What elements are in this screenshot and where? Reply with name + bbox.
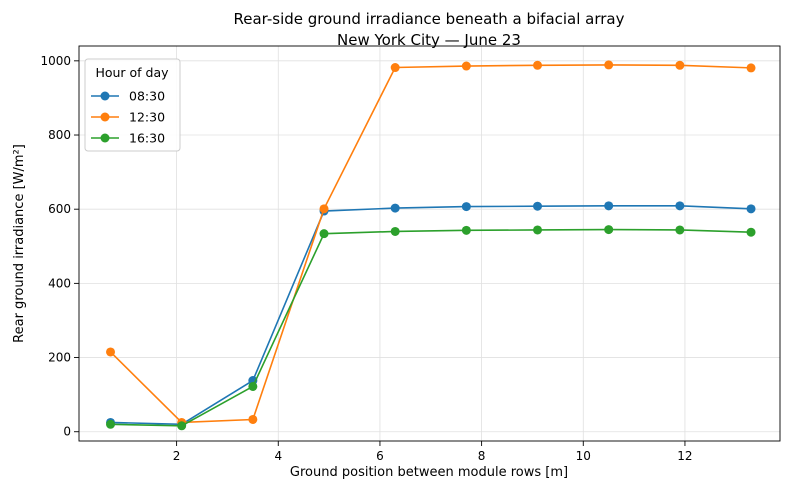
data-point (390, 226, 400, 236)
data-point (390, 63, 400, 73)
y-tick-label: 800 (48, 128, 71, 142)
legend-label: 08:30 (129, 89, 165, 104)
x-tick-label: 4 (274, 449, 282, 463)
legend-entry: 08:30 (91, 89, 165, 104)
grid (79, 46, 780, 441)
data-point (533, 201, 543, 211)
legend-marker (100, 91, 110, 101)
data-point (248, 414, 258, 424)
y-tick-label: 1000 (40, 54, 71, 68)
legend-label: 12:30 (129, 110, 165, 125)
data-point (248, 381, 258, 391)
series-layer (106, 60, 756, 431)
series-1630 (106, 225, 756, 431)
y-tick-label: 0 (63, 425, 71, 439)
y-tick-label: 400 (48, 276, 71, 290)
data-point (675, 60, 685, 70)
data-point (390, 203, 400, 213)
chart-subtitle: New York City — June 23 (337, 31, 521, 49)
y-tick-label: 200 (48, 351, 71, 365)
legend-label: 16:30 (129, 131, 165, 146)
ticks: 2 4 6 8 10 12 0 200 400 600 800 1000 (40, 54, 692, 463)
data-point (461, 202, 471, 212)
y-axis-label: Rear ground irradiance [W/m²] (12, 144, 27, 343)
data-point (604, 201, 614, 211)
legend-title: Hour of day (95, 65, 169, 80)
chart-title: Rear-side ground irradiance beneath a bi… (233, 10, 624, 28)
x-tick-label: 6 (376, 449, 384, 463)
plot-frame (78, 45, 781, 442)
data-point (319, 229, 329, 239)
series-line (110, 205, 752, 426)
data-point (604, 225, 614, 235)
series-line (110, 228, 752, 427)
x-tick-label: 8 (478, 449, 486, 463)
x-tick-label: 2 (173, 449, 181, 463)
data-point (461, 61, 471, 71)
data-point (746, 227, 756, 237)
data-point (177, 421, 187, 431)
legend: Hour of day 08:30 12:30 16:30 (84, 58, 181, 152)
data-point (604, 60, 614, 70)
x-tick-label: 12 (677, 449, 692, 463)
data-point (533, 60, 543, 70)
data-point (106, 347, 116, 357)
x-tick-label: 10 (576, 449, 591, 463)
y-tick-label: 600 (48, 202, 71, 216)
legend-entries: 08:30 12:30 16:30 (91, 89, 165, 146)
x-axis-label: Ground position between module rows [m] (290, 465, 568, 480)
series-1230 (106, 60, 756, 427)
legend-marker (100, 133, 110, 143)
legend-box (84, 58, 181, 152)
data-point (319, 204, 329, 214)
legend-entry: 12:30 (91, 110, 165, 125)
data-point (746, 204, 756, 214)
data-point (675, 225, 685, 235)
data-point (533, 225, 543, 235)
data-point (106, 419, 116, 429)
data-point (461, 225, 471, 235)
data-point (746, 63, 756, 73)
legend-entry: 16:30 (91, 131, 165, 146)
legend-marker (100, 112, 110, 122)
series-0830 (106, 201, 756, 429)
series-line (109, 64, 752, 424)
data-point (675, 201, 685, 211)
